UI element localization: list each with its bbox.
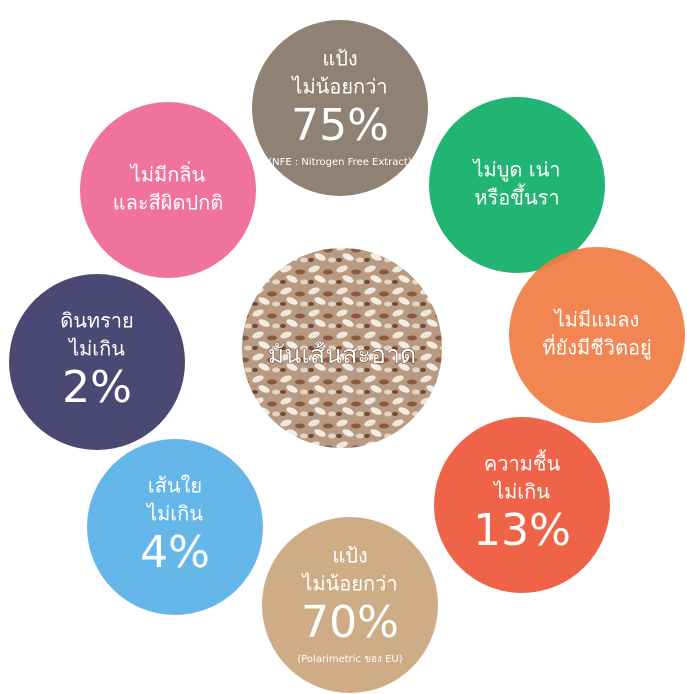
item-circle	[429, 97, 605, 273]
item-circle	[434, 417, 610, 593]
item-title: ไม่เกิน	[145, 502, 203, 526]
items: แป้งไม่น้อยกว่า75%(NFE : Nitrogen Free E…	[9, 20, 685, 693]
item-title: ไม่มีกลิ่น	[129, 161, 206, 187]
item-value: 13%	[473, 505, 571, 556]
item-value: 2%	[62, 362, 132, 413]
item-circle	[252, 20, 428, 196]
center-image	[242, 248, 442, 448]
item-circle	[80, 102, 256, 278]
item-title: ความชื้น	[484, 450, 561, 476]
item-title: ไม่มีแมลง	[553, 308, 640, 332]
center-label: มันเส้นสะอาด	[268, 340, 416, 369]
item-circle	[9, 274, 185, 450]
item-value: 70%	[301, 597, 399, 648]
item-circle	[509, 247, 685, 423]
item-title: และสีผิดปกติ	[113, 191, 224, 215]
item-value: 75%	[291, 100, 389, 151]
item-title: ไม่น้อยกว่า	[300, 572, 397, 596]
item-title: ไม่บูด เน่า	[471, 158, 560, 183]
item-title: ไม่เกิน	[492, 480, 550, 504]
item-title: ดินทราย	[60, 309, 134, 333]
item-value: 4%	[140, 527, 210, 578]
item-note: (Polarimetric ของ EU)	[297, 654, 402, 665]
item-title: แป้ง	[322, 47, 357, 71]
item-circle	[87, 439, 263, 615]
item-title: ไม่เกิน	[67, 337, 125, 361]
item-title: เส้นใย	[148, 474, 202, 498]
item-title: ที่ยังมีชีวิตอยู่	[542, 334, 651, 361]
item-note: (NFE : Nitrogen Free Extract)	[268, 157, 412, 168]
item-title: แป้ง	[332, 544, 367, 568]
item-title: ไม่น้อยกว่า	[290, 75, 387, 99]
item-circle	[262, 517, 438, 693]
item-title: หรือขึ้นรา	[474, 184, 559, 210]
